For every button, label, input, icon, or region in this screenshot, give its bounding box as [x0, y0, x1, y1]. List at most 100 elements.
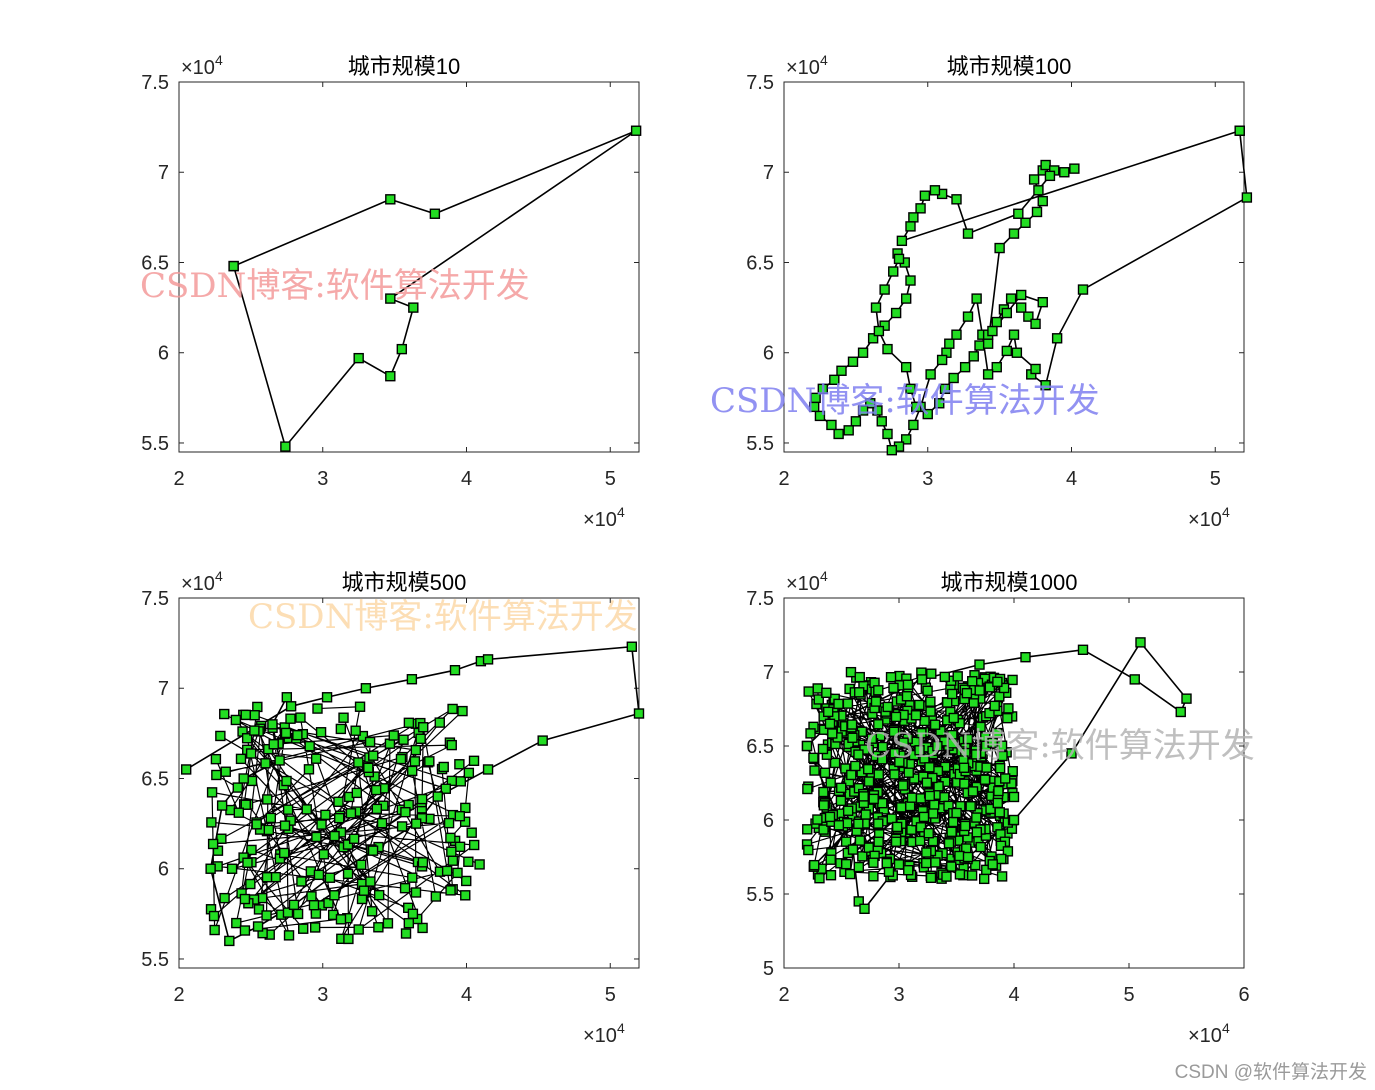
city-marker	[373, 922, 384, 933]
city-marker	[1008, 814, 1020, 826]
city-marker	[890, 836, 902, 847]
csdn-footer: CSDN @软件算法开发	[1174, 1062, 1367, 1083]
city-marker	[858, 791, 869, 802]
city-marker	[906, 792, 918, 803]
city-marker	[410, 887, 422, 898]
city-marker	[842, 818, 853, 829]
city-marker	[889, 769, 900, 780]
y-tick-label: 7.5	[141, 72, 169, 94]
x-tick-label: 6	[1238, 984, 1249, 1006]
city-marker	[817, 383, 829, 395]
city-marker	[306, 891, 317, 902]
city-marker	[338, 712, 349, 723]
city-marker	[321, 692, 333, 703]
city-marker	[295, 712, 306, 723]
city-marker	[395, 753, 407, 765]
x-tick-label: 2	[778, 468, 789, 490]
city-marker	[1040, 159, 1051, 171]
city-marker	[994, 762, 1006, 774]
city-marker	[209, 924, 220, 936]
watermark-text: CSDN博客:软件算法开发	[710, 381, 1100, 421]
city-marker	[802, 824, 813, 835]
city-marker	[242, 857, 253, 868]
city-marker	[342, 839, 354, 850]
city-marker	[817, 743, 829, 755]
city-marker	[898, 737, 909, 748]
city-marker	[843, 425, 854, 436]
city-marker	[915, 822, 927, 833]
city-marker	[870, 696, 882, 707]
y-tick-label: 6.5	[746, 252, 774, 274]
y-exponent-power: 4	[820, 52, 828, 68]
city-marker	[1007, 766, 1018, 777]
city-marker	[984, 707, 995, 719]
city-marker	[951, 807, 962, 819]
city-marker	[460, 802, 471, 814]
city-marker	[908, 212, 919, 223]
city-marker	[1051, 333, 1063, 344]
city-marker	[833, 820, 845, 831]
city-marker	[424, 756, 435, 767]
city-marker	[226, 863, 238, 874]
city-marker	[879, 284, 890, 295]
city-marker	[866, 733, 878, 744]
city-marker	[1000, 773, 1011, 784]
y-exponent-label: ×104	[786, 52, 828, 79]
city-marker	[434, 717, 445, 728]
city-marker	[870, 302, 882, 313]
x-tick-label: 5	[1210, 468, 1221, 490]
city-marker	[922, 408, 933, 420]
city-marker	[633, 708, 645, 719]
axes-box	[783, 81, 1245, 453]
city-marker	[993, 785, 1004, 797]
city-marker	[921, 777, 933, 788]
city-marker	[918, 811, 930, 823]
city-marker	[935, 725, 946, 737]
city-marker	[216, 833, 227, 844]
y-tick-label: 7.5	[746, 588, 774, 610]
city-marker	[400, 806, 411, 818]
city-marker	[882, 428, 893, 440]
city-marker	[310, 908, 322, 919]
city-marker	[825, 777, 836, 788]
x-exponent-label: ×104	[583, 1020, 625, 1047]
x-tick-label: 3	[317, 468, 328, 490]
city-marker	[261, 910, 272, 921]
x-exponent-label: ×104	[1188, 504, 1230, 531]
city-marker	[962, 311, 974, 322]
city-marker	[482, 654, 494, 665]
city-marker	[459, 816, 471, 827]
city-marker	[967, 786, 979, 797]
city-marker	[954, 850, 965, 862]
city-marker	[853, 687, 865, 698]
city-marker	[416, 793, 428, 805]
city-marker	[944, 338, 955, 349]
city-marker	[905, 221, 916, 232]
city-marker	[833, 698, 844, 710]
x-exponent-power: 4	[1222, 1020, 1230, 1036]
city-marker	[445, 885, 456, 896]
city-marker	[939, 671, 950, 683]
city-marker	[357, 730, 369, 742]
y-tick-label: 6	[158, 343, 169, 365]
city-marker	[961, 687, 973, 699]
city-marker	[220, 766, 231, 777]
city-marker	[206, 787, 218, 798]
city-marker	[995, 840, 1007, 851]
city-marker	[1241, 192, 1253, 203]
city-marker	[997, 750, 1008, 762]
chart-title: 城市规模1000	[941, 570, 1078, 595]
city-marker	[461, 875, 472, 887]
city-marker	[888, 726, 900, 737]
city-marker	[252, 921, 264, 932]
city-marker	[376, 817, 388, 829]
city-marker	[996, 853, 1007, 865]
city-marker	[847, 356, 859, 367]
city-marker	[818, 824, 829, 835]
x-exponent-label: ×104	[1188, 1020, 1230, 1047]
city-marker	[970, 859, 981, 871]
city-marker	[919, 190, 931, 201]
city-marker	[975, 721, 986, 733]
city-marker	[301, 804, 312, 815]
city-marker	[215, 730, 226, 742]
